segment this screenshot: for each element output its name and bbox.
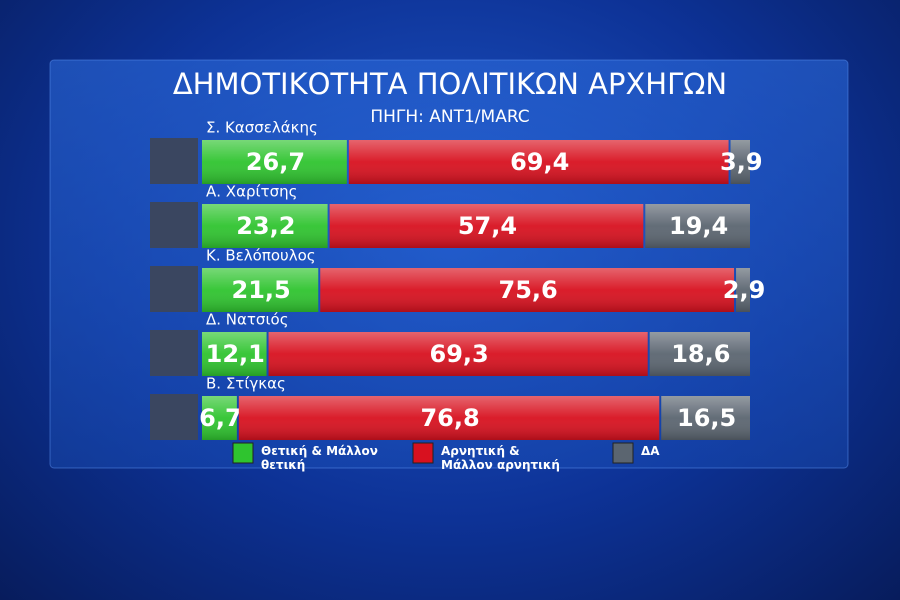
bar-shine (661, 396, 750, 440)
category-label: Κ. Βελόπουλος (206, 247, 316, 265)
value-label: 23,2 (236, 212, 295, 240)
photo (150, 202, 198, 248)
category-label: Β. Στίγκας (206, 375, 286, 393)
legend-label: Αρνητική & Μάλλον αρνητική (441, 444, 560, 472)
value-label: 76,8 (420, 404, 479, 432)
category-label: Α. Χαρίτσης (206, 183, 297, 201)
legend-swatch (232, 442, 254, 464)
bar-shine (645, 204, 750, 248)
value-label: 3,9 (720, 148, 763, 176)
bar-shine (348, 140, 729, 184)
value-label: 16,5 (677, 404, 736, 432)
bar-shine (202, 140, 347, 184)
value-label: 18,6 (671, 340, 730, 368)
photo (150, 138, 198, 184)
bar-shine (202, 396, 237, 440)
value-label: 26,7 (246, 148, 305, 176)
value-label: 57,4 (458, 212, 517, 240)
value-label: 21,5 (232, 276, 291, 304)
value-label: 6,7 (199, 404, 242, 432)
bar-shine (202, 332, 267, 376)
photos (150, 138, 198, 440)
photo (150, 266, 198, 312)
value-label: 19,4 (669, 212, 728, 240)
bar-shine (202, 204, 328, 248)
legend-swatch (412, 442, 434, 464)
bar-shine (320, 268, 735, 312)
photo (150, 330, 198, 376)
chart-title: ΔΗΜΟΤΙΚΟΤΗΤΑ ΠΟΛΙΤΙΚΩΝ ΑΡΧΗΓΩΝ (173, 67, 727, 101)
legend-swatch (612, 442, 634, 464)
bar-shine (649, 332, 750, 376)
bar-shine (329, 204, 644, 248)
bar-shine (202, 268, 319, 312)
photo (150, 394, 198, 440)
legend-label: ΔΑ (641, 444, 660, 458)
category-label: Δ. Νατσιός (206, 311, 289, 329)
value-label: 2,9 (723, 276, 766, 304)
value-label: 12,1 (206, 340, 265, 368)
value-label: 75,6 (499, 276, 558, 304)
bar-shine (730, 140, 750, 184)
legend-label: Θετική & Μάλλον θετική (261, 444, 378, 472)
category-label: Σ. Κασσελάκης (206, 119, 318, 137)
value-label: 69,3 (430, 340, 489, 368)
chart-subtitle: ΠΗΓΗ: ANT1/MARC (370, 107, 529, 127)
bar-shine (238, 396, 660, 440)
bar-shine (736, 268, 750, 312)
bar-shine (268, 332, 648, 376)
value-label: 69,4 (510, 148, 569, 176)
